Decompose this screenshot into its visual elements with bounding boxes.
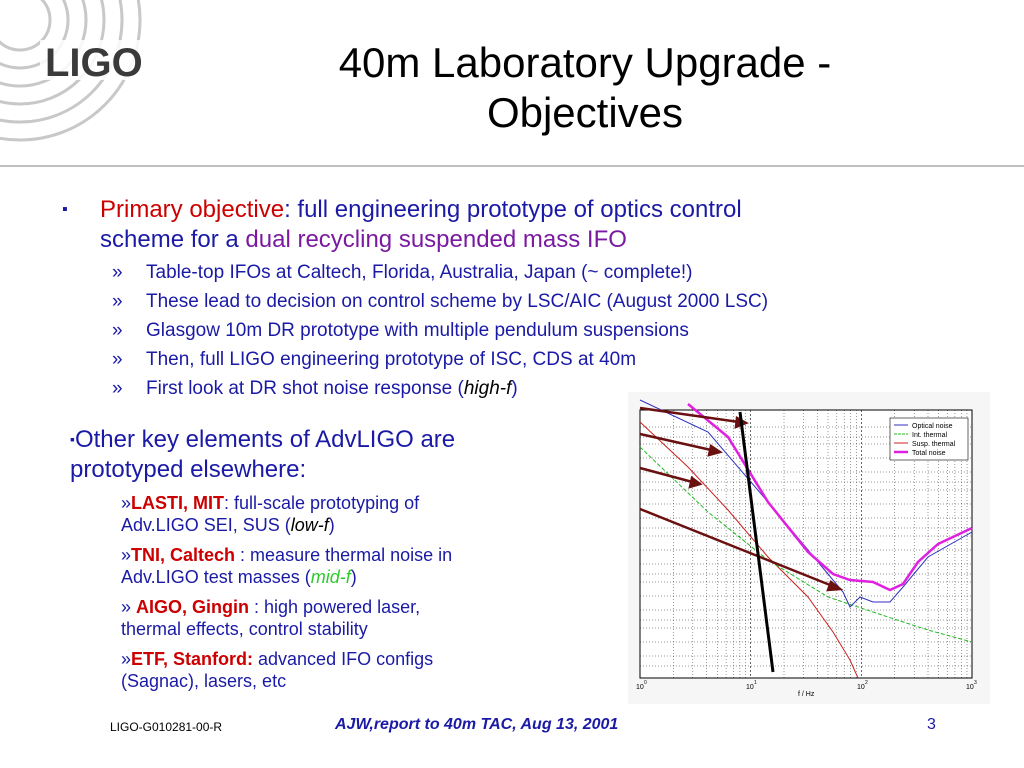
sub-bullet-list: » Table-top IFOs at Caltech, Florida, Aus…: [112, 258, 912, 403]
primary-objective-bullet: Primary objective: full engineering prot…: [100, 195, 890, 255]
other-elements-bullet: ▪Other key elements of AdvLIGO are proto…: [70, 426, 456, 483]
x-tick-label: 10: [636, 684, 644, 691]
plot-legend: Optical noise Int. thermal Susp. thermal…: [889, 417, 969, 461]
noise-plot-figure: Optical noise Int. thermal Susp. thermal…: [628, 392, 990, 704]
measurement-line: [738, 411, 775, 673]
slide-title: 40m Laboratory Upgrade - Objectives: [250, 38, 920, 138]
x-tick-exponent: 1: [754, 680, 757, 686]
other-elements-line-1: Other key elements of AdvLIGO are: [74, 426, 456, 453]
x-axis-label: f / Hz: [798, 691, 815, 698]
susp-thermal-curve: [639, 421, 859, 679]
annotation-arrow: [639, 432, 721, 454]
legend-optical: Optical noise: [912, 423, 953, 430]
sub-bullet-item: » Table-top IFOs at Caltech, Florida, Aus…: [112, 262, 693, 283]
noise-plot: Optical noise Int. thermal Susp. thermal…: [628, 392, 990, 704]
title-line-2: Objectives: [486, 89, 684, 136]
optical-noise-curve: [639, 399, 973, 608]
x-tick-label: 10: [857, 684, 865, 691]
annotation-arrow: [639, 406, 747, 425]
x-tick-exponent: 2: [865, 680, 868, 686]
sub-bullet-item: » First look at DR shot noise response (h…: [112, 378, 518, 399]
page-number: 3: [927, 716, 936, 733]
logo-text: LIGO: [45, 41, 143, 85]
int-thermal-curve: [639, 446, 973, 643]
primary-objective-highlight: dual recycling suspended mass IFO: [245, 226, 627, 253]
legend-susp: Susp. thermal: [912, 441, 956, 448]
sub-bullet-item: » These lead to decision on control schem…: [112, 291, 769, 312]
etf-item: »ETF, Stanford: advanced IFO configs (Sa…: [121, 649, 434, 691]
sub-bullet-item: » Then, full LIGO engineering prototype o…: [112, 349, 637, 370]
primary-objective-text-a: : full engineering prototype of optics c…: [284, 196, 742, 223]
x-tick-label: 10: [966, 684, 974, 691]
sub-bullet-item: » Glasgow 10m DR prototype with multiple …: [112, 320, 689, 341]
lasti-item: »LASTI, MIT: full-scale prototyping of A…: [121, 493, 420, 535]
ligo-logo: LIGO: [0, 0, 200, 150]
annotation-arrow: [639, 507, 841, 591]
bullet-marker: ▪: [62, 201, 68, 218]
tni-item: »TNI, Caltech : measure thermal noise in…: [121, 545, 453, 587]
primary-objective-text-b: scheme for a: [100, 226, 246, 253]
title-line-1: 40m Laboratory Upgrade -: [338, 39, 832, 86]
footer-caption: AJW,report to 40m TAC, Aug 13, 2001: [335, 716, 619, 733]
aigo-item: » AIGO, Gingin : high powered laser, the…: [121, 597, 421, 639]
x-tick-exponent: 3: [974, 680, 977, 686]
x-tick-label: 10: [746, 684, 754, 691]
x-tick-exponent: 0: [644, 680, 647, 686]
total-noise-curve: [687, 403, 973, 592]
document-id: LIGO-G010281-00-R: [110, 720, 223, 734]
other-elements-list: »LASTI, MIT: full-scale prototyping of A…: [121, 492, 601, 692]
primary-objective-label: Primary objective: [100, 196, 285, 223]
legend-int: Int. thermal: [912, 432, 947, 439]
legend-total: Total noise: [912, 450, 946, 457]
title-divider: [0, 165, 1024, 167]
other-elements-line-2: prototyped elsewhere:: [70, 456, 307, 483]
